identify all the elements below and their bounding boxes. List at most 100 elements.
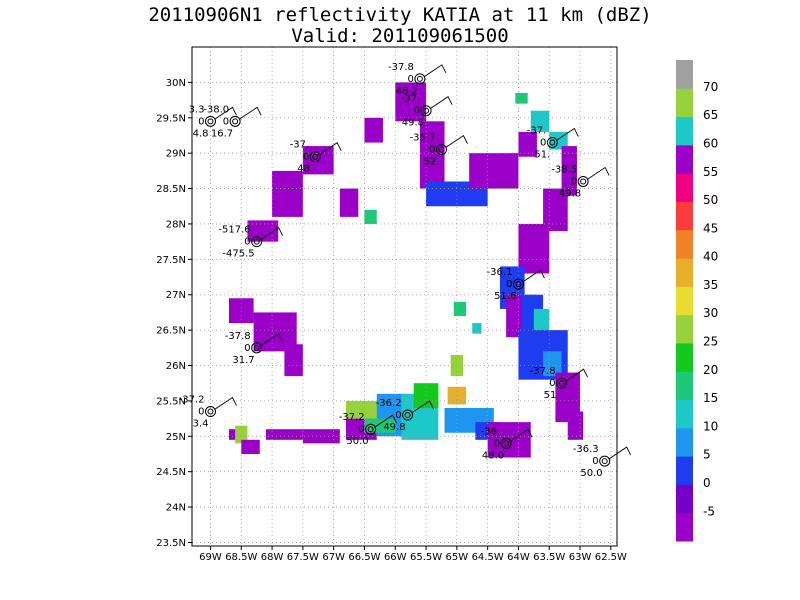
station-core xyxy=(207,118,214,125)
colorbar-swatch xyxy=(676,512,693,542)
station-markers: -37.8048.2-37.049.8-38.0016.73.304.8-37.… xyxy=(179,62,632,479)
wind-barb xyxy=(445,134,468,149)
y-tick-label: 27.5N xyxy=(156,255,186,266)
station-label-mid: 0 xyxy=(395,410,401,421)
colorbar-label: 5 xyxy=(703,448,711,462)
wind-barb xyxy=(214,396,237,410)
station-label-bot: 51.6 xyxy=(494,291,516,302)
reflectivity-cell xyxy=(543,351,562,377)
y-tick-label: 24N xyxy=(166,503,186,514)
station-label-mid: 0 xyxy=(506,279,512,290)
station-label-mid: 0 xyxy=(358,424,364,435)
station-ring xyxy=(204,406,216,418)
x-tick-label: 68W xyxy=(261,552,284,563)
station-label-bot: 48. xyxy=(297,164,313,175)
reflectivity-cell xyxy=(272,170,303,217)
station-ring xyxy=(500,437,512,449)
station-label-bot: 50.0 xyxy=(346,436,368,447)
station-ring xyxy=(420,105,432,117)
station-ring xyxy=(599,455,611,467)
station: -37.048. xyxy=(290,140,342,175)
station-label-bot: 51. xyxy=(534,150,550,161)
station-label-top: -517.6 xyxy=(218,225,250,236)
station-label-mid: 0 xyxy=(223,116,229,127)
wind-barb xyxy=(411,400,434,414)
station-label-top: -37. xyxy=(290,140,310,151)
y-axis-ticks: 23.5N 24N 24.5N 25N 25.5N 26N 26.5N 27N 27.5N 28N… xyxy=(156,78,192,549)
station-label-mid: 0 xyxy=(408,74,414,85)
wind-barb xyxy=(429,96,453,110)
y-tick-label: 25.5N xyxy=(156,396,186,407)
wind-barb xyxy=(214,106,237,120)
station-core xyxy=(601,458,608,465)
station-core xyxy=(367,426,374,433)
x-tick-label: 66W xyxy=(384,552,407,563)
reflectivity-cell xyxy=(284,344,303,377)
station-ring xyxy=(546,137,558,149)
y-tick-label: 28.5N xyxy=(156,184,186,195)
colorbar-label: 10 xyxy=(703,419,718,433)
station-label-bot: -475.5 xyxy=(222,249,254,260)
x-axis-ticks: 69W 68.5W 68W 67.5W 67W 66.5W 66W 65.5W 65W 64.5W… xyxy=(199,546,627,563)
colorbar-label: 55 xyxy=(703,165,718,179)
reflectivity-cell xyxy=(247,220,279,242)
wind-barb xyxy=(608,446,632,460)
x-tick-label: 66.5W xyxy=(348,552,380,563)
x-tick-label: 64.5W xyxy=(472,552,504,563)
colorbar-swatch xyxy=(676,88,693,118)
colorbar-label: 0 xyxy=(703,476,711,490)
station-label-top: -38.5 xyxy=(551,164,577,175)
station-ring xyxy=(365,423,377,435)
station-label-mid: 0 xyxy=(244,237,250,248)
station-core xyxy=(549,139,556,146)
station-label-bot: 49.8 xyxy=(402,118,424,129)
x-tick-label: 63.5W xyxy=(533,552,565,563)
y-tick-label: 29N xyxy=(166,149,186,160)
y-tick-label: 28N xyxy=(166,219,186,230)
station-core xyxy=(503,440,510,447)
station-ring xyxy=(556,377,568,389)
y-tick-label: 26.5N xyxy=(156,326,186,337)
station-core xyxy=(253,344,260,351)
y-tick-label: 30N xyxy=(166,78,186,89)
station-label-mid: 0 xyxy=(540,138,546,149)
station-label-bot: 50.0 xyxy=(580,468,602,479)
station-label-mid: 0 xyxy=(494,438,500,449)
colorbar-label: 40 xyxy=(703,250,718,264)
colorbar-label: -5 xyxy=(703,504,715,518)
wind-barb xyxy=(260,226,284,241)
colorbar-label: 60 xyxy=(703,136,718,150)
station-label-bot: 31.7 xyxy=(232,355,254,366)
station-core xyxy=(404,412,411,419)
station: -37.203.4 xyxy=(179,395,237,430)
colorbar-swatch xyxy=(676,484,693,514)
station-label-top: -36. xyxy=(481,426,501,437)
station-ring xyxy=(435,144,447,156)
station-label-bot: 16.7 xyxy=(211,128,233,139)
station-ring xyxy=(414,73,426,85)
colorbar-swatch xyxy=(676,342,693,372)
colorbar-label: 35 xyxy=(703,278,718,292)
reflectivity-cell xyxy=(518,223,550,274)
y-tick-label: 25N xyxy=(166,432,186,443)
station-label-top: -36.2 xyxy=(376,398,402,409)
station-label-bot: 52. xyxy=(424,157,440,168)
plot-frame xyxy=(191,46,618,547)
station-label-top: -37.8 xyxy=(530,366,556,377)
colorbar-swatch xyxy=(676,144,693,174)
wind-barb xyxy=(586,166,610,180)
station-ring xyxy=(512,278,524,290)
station-core xyxy=(423,107,430,114)
x-tick-label: 65W xyxy=(446,552,469,563)
station-label-mid: 0 xyxy=(571,176,577,187)
reflectivity-cell xyxy=(453,301,467,316)
station-label-mid: 0 xyxy=(198,116,204,127)
wind-barb xyxy=(509,428,533,442)
x-tick-label: 64W xyxy=(507,552,530,563)
colorbar-swatch xyxy=(676,286,693,316)
x-tick-label: 67W xyxy=(322,552,345,563)
colorbar: -5 0 5 10 15 20 25 30 35 40 45 50 55 60 65 70 xyxy=(676,60,718,542)
station-ring xyxy=(229,115,241,127)
